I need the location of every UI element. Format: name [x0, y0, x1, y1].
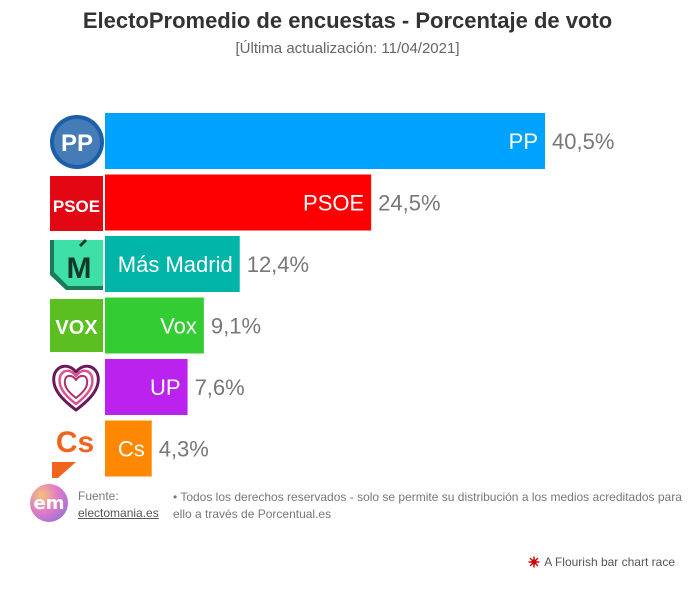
- rights-notice: • Todos los derechos reservados - solo s…: [173, 490, 682, 521]
- bar-label-cs: Cs: [118, 437, 145, 462]
- bar-label-mas-madrid: Más Madrid: [118, 252, 233, 277]
- source-label: Fuente:: [78, 489, 119, 503]
- bar-vox: [105, 297, 204, 354]
- source-link[interactable]: electomania.es: [78, 506, 159, 520]
- bar-cs: [105, 420, 152, 477]
- value-label-mas-madrid: 12,4%: [247, 252, 309, 277]
- chart-subtitle: [Última actualización: 11/04/2021]: [235, 40, 460, 57]
- cs-logo: Cs: [52, 426, 94, 478]
- mas-madrid-logo-text: M: [67, 252, 92, 285]
- bar-up: [105, 359, 188, 415]
- electomania-logo: em: [30, 484, 68, 522]
- bar-pp: [105, 113, 545, 169]
- bar-psoe: [105, 174, 372, 231]
- mas-madrid-logo: M: [50, 238, 103, 290]
- bar-label-psoe: PSOE: [303, 191, 364, 216]
- value-label-pp: 40,5%: [552, 129, 614, 154]
- psoe-logo-text: PSOE: [53, 197, 100, 216]
- up-heart-icon: [52, 364, 100, 412]
- flourish-icon: [528, 556, 540, 568]
- value-label-up: 7,6%: [195, 375, 245, 400]
- value-label-psoe: 24,5%: [378, 191, 440, 216]
- bar-chart: PP PSOE M VOX Cs PP 40,5% PSOE: [50, 113, 614, 478]
- flourish-credit[interactable]: A Flourish bar chart race: [528, 555, 675, 569]
- cs-logo-text: Cs: [56, 426, 94, 459]
- value-label-vox: 9,1%: [211, 314, 261, 339]
- pp-logo-text: PP: [61, 130, 93, 157]
- bar-label-pp: PP: [509, 129, 538, 154]
- party-logos: PP PSOE M VOX Cs: [50, 115, 104, 478]
- bar-label-up: UP: [150, 375, 181, 400]
- psoe-logo: PSOE: [50, 176, 103, 231]
- value-label-cs: 4,3%: [159, 437, 209, 462]
- vox-logo-text: VOX: [55, 317, 98, 339]
- electomania-logo-text: em: [33, 492, 65, 514]
- pp-logo: PP: [50, 115, 104, 169]
- flourish-credit-label: A Flourish bar chart race: [544, 555, 675, 569]
- bar-label-vox: Vox: [160, 314, 197, 339]
- vox-logo: VOX: [50, 299, 103, 352]
- bar-mas-madrid: [105, 236, 240, 292]
- bars: PP 40,5% PSOE 24,5% Más Madrid 12,4% Vox 9,1% UP…: [105, 113, 614, 477]
- chart-title: ElectoPromedio de encuestas - Porcentaje…: [82, 8, 613, 33]
